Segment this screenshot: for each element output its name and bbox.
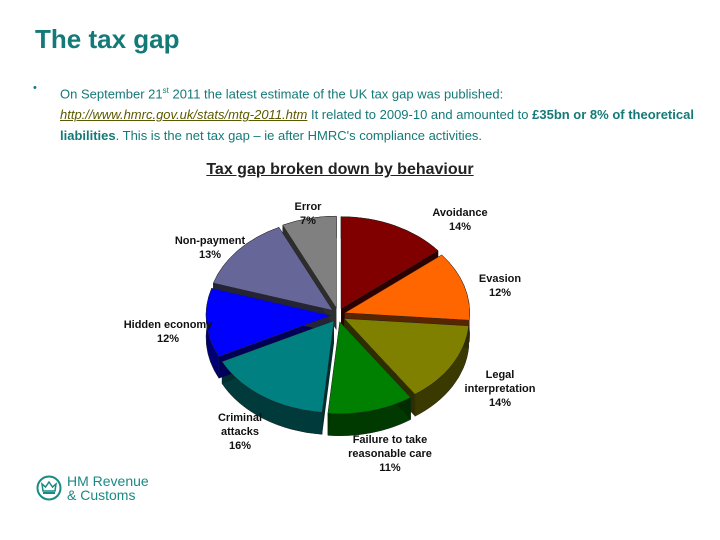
- chart-title: Tax gap broken down by behaviour: [206, 161, 474, 178]
- slice-label-criminal-attacks: Criminal attacks 16%: [217, 412, 262, 452]
- slice-label-legal-interpretation: Legal interpretation 14%: [464, 369, 536, 409]
- pie-slice-evasion: [343, 254, 470, 321]
- tax-gap-figure: £35bn or 8% of theoretical liabilities: [60, 107, 694, 144]
- pie-slice-avoidance: [340, 216, 439, 310]
- pie-slice-non-payment: [213, 227, 334, 311]
- text: . This is the net tax gap – ie after HMR…: [115, 128, 483, 144]
- bullet-marker: •: [33, 82, 37, 94]
- pie-slice-error: [282, 215, 337, 310]
- hmrc-logo: HM Revenue & Customs: [36, 474, 149, 502]
- pie-slice-failure-to-take-reasonable-care: [327, 321, 412, 414]
- logo-line-2: & Customs: [67, 487, 136, 503]
- slice-label-evasion: Evasion 12%: [478, 273, 522, 299]
- text: On September 21: [60, 86, 163, 102]
- intro-paragraph: On September 21st 2011 the latest estima…: [60, 80, 700, 146]
- slice-label-avoidance: Avoidance 14%: [432, 207, 488, 233]
- pie-slice-hidden-economy: [205, 287, 332, 357]
- text: 2011 the latest estimate of the UK tax g…: [168, 86, 504, 102]
- pie-slice-criminal-attacks: [221, 320, 335, 413]
- text: It related to 2009-10 and amounted to: [307, 107, 533, 123]
- hmrc-stats-link[interactable]: http://www.hmrc.gov.uk/stats/mtg-2011.ht…: [60, 107, 308, 123]
- ordinal-suffix: st: [162, 86, 169, 95]
- slice-label-non-payment: Non-payment 13%: [174, 235, 246, 261]
- logo-line-1: HM Revenue: [67, 473, 149, 489]
- slice-label-failure-to-take-reasonable-care: Failure to take reasonable care 11%: [348, 434, 432, 474]
- slice-label-hidden-economy: Hidden economy 12%: [123, 319, 213, 345]
- pie-slice-legal-interpretation: [343, 318, 469, 395]
- crown-icon: [36, 475, 62, 501]
- slice-label-error: Error 7%: [294, 201, 322, 227]
- page-title: The tax gap: [35, 24, 180, 54]
